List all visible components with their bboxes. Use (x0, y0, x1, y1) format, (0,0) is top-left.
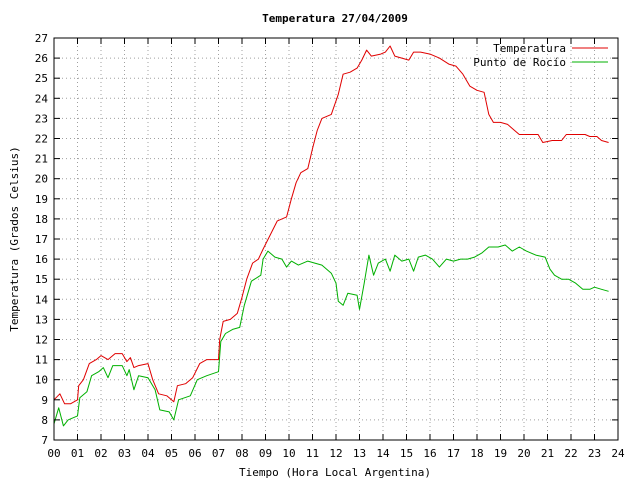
x-axis-label: Tiempo (Hora Local Argentina) (239, 466, 431, 479)
y-tick-label: 22 (35, 133, 48, 146)
x-tick-label: 11 (306, 447, 319, 460)
x-tick-label: 24 (611, 447, 625, 460)
legend-label: Temperatura (493, 42, 566, 55)
y-tick-label: 19 (35, 193, 48, 206)
y-tick-label: 20 (35, 173, 48, 186)
x-tick-label: 01 (71, 447, 84, 460)
x-tick-label: 08 (235, 447, 248, 460)
x-tick-label: 02 (94, 447, 107, 460)
grid (54, 38, 618, 440)
x-tick-label: 16 (423, 447, 436, 460)
y-tick-label: 24 (35, 92, 49, 105)
y-tick-label: 7 (41, 434, 48, 447)
x-tick-label: 20 (517, 447, 530, 460)
x-tick-label: 03 (118, 447, 131, 460)
y-tick-label: 11 (35, 354, 48, 367)
y-tick-label: 27 (35, 32, 48, 45)
y-tick-label: 17 (35, 233, 48, 246)
x-tick-label: 21 (541, 447, 554, 460)
x-tick-label: 06 (188, 447, 201, 460)
series-layer (53, 45, 609, 427)
y-tick-label: 13 (35, 313, 48, 326)
y-axis-label: Temperatura (Grados Celsius) (8, 146, 21, 331)
series-line-temperatura (53, 45, 609, 405)
y-tick-label: 16 (35, 253, 48, 266)
y-tick-label: 12 (35, 334, 48, 347)
x-tick-label: 05 (165, 447, 178, 460)
x-tick-label: 14 (376, 447, 390, 460)
x-tick-label: 00 (47, 447, 60, 460)
y-tick-label: 26 (35, 52, 48, 65)
x-tick-label: 23 (588, 447, 601, 460)
x-tick-label: 22 (564, 447, 577, 460)
x-tick-label: 18 (470, 447, 483, 460)
y-tick-label: 23 (35, 112, 48, 125)
y-tick-label: 25 (35, 72, 48, 85)
y-tick-label: 15 (35, 273, 48, 286)
y-tick-label: 9 (41, 394, 48, 407)
y-tick-label: 18 (35, 213, 48, 226)
y-tick-label: 14 (35, 293, 49, 306)
x-tick-label: 07 (212, 447, 225, 460)
y-tick-label: 10 (35, 374, 48, 387)
x-tick-label: 12 (329, 447, 342, 460)
x-tick-label: 15 (400, 447, 413, 460)
y-tick-label: 8 (41, 414, 48, 427)
x-tick-label: 09 (259, 447, 272, 460)
series-line-punto-de-rocio (53, 244, 609, 427)
chart-title: Temperatura 27/04/2009 (262, 12, 408, 25)
x-tick-label: 10 (282, 447, 295, 460)
legend-label: Punto de Rocío (473, 56, 566, 69)
x-tick-label: 04 (141, 447, 155, 460)
x-tick-label: 19 (494, 447, 507, 460)
y-tick-label: 21 (35, 153, 48, 166)
x-tick-label: 13 (353, 447, 366, 460)
ticks-layer: 00 01 02 03 04 05 06 07 08 09 10 11 12 13 14 15 16 17 18 19… (35, 32, 625, 460)
x-tick-label: 17 (447, 447, 460, 460)
